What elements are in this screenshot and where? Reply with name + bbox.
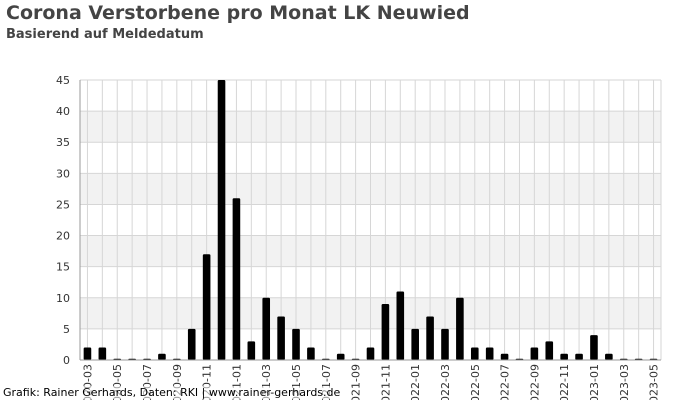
bar bbox=[187, 328, 196, 360]
y-tick-label: 35 bbox=[56, 136, 70, 149]
bar bbox=[590, 335, 598, 360]
bar bbox=[605, 353, 613, 360]
gridlines bbox=[80, 79, 662, 361]
bar bbox=[158, 353, 166, 360]
chart-title: Corona Verstorbene pro Monat LK Neuwied bbox=[6, 2, 470, 24]
x-tick-label: 2022-07 bbox=[499, 364, 512, 400]
y-tick-label: 25 bbox=[56, 198, 70, 211]
bar bbox=[262, 297, 271, 360]
bar bbox=[247, 341, 256, 360]
bar bbox=[217, 80, 226, 360]
y-tick-label: 5 bbox=[63, 323, 70, 336]
y-tick-label: 0 bbox=[63, 354, 70, 367]
bar bbox=[470, 347, 479, 360]
bar bbox=[441, 328, 449, 360]
bar bbox=[560, 353, 568, 360]
bar bbox=[485, 347, 494, 360]
bar bbox=[98, 347, 107, 360]
bar bbox=[545, 341, 554, 360]
x-tick-label: 2022-09 bbox=[528, 364, 541, 400]
bar bbox=[366, 347, 375, 360]
y-tick-label: 45 bbox=[56, 74, 70, 87]
bars bbox=[83, 80, 658, 360]
credit-footer: Grafik: Rainer Gerhards, Daten: RKI | ww… bbox=[3, 386, 341, 399]
bar bbox=[292, 328, 300, 360]
x-tick-label: 2023-05 bbox=[648, 364, 661, 400]
x-tick-label: 2021-09 bbox=[350, 364, 363, 400]
bar bbox=[307, 347, 315, 360]
x-tick-label: 2021-11 bbox=[379, 364, 392, 400]
chart-subtitle: Basierend auf Meldedatum bbox=[6, 27, 204, 42]
y-tick-label: 15 bbox=[56, 261, 70, 274]
bar bbox=[381, 304, 390, 360]
x-tick-label: 2022-03 bbox=[439, 364, 452, 400]
y-tick-label: 40 bbox=[56, 105, 70, 118]
x-tick-label: 2023-01 bbox=[588, 364, 601, 400]
bar bbox=[277, 316, 285, 360]
y-tick-label: 20 bbox=[56, 230, 70, 243]
bar bbox=[456, 297, 464, 360]
bar bbox=[232, 198, 241, 360]
bar bbox=[426, 316, 434, 360]
y-axis: 0 5 10 15 20 25 30 35 40 45 bbox=[56, 74, 81, 367]
bar bbox=[83, 347, 92, 360]
x-tick-label: 2022-11 bbox=[558, 364, 571, 400]
bar bbox=[396, 291, 405, 360]
x-tick-label: 2023-03 bbox=[618, 364, 631, 400]
bar bbox=[575, 353, 583, 360]
bar bbox=[411, 328, 419, 360]
x-tick-label: 2022-05 bbox=[469, 364, 482, 400]
bar bbox=[530, 347, 539, 360]
y-tick-label: 30 bbox=[56, 167, 70, 180]
bar bbox=[500, 353, 509, 360]
x-tick-label: 2022-01 bbox=[409, 364, 422, 400]
y-tick-label: 10 bbox=[56, 292, 70, 305]
bar bbox=[336, 353, 345, 360]
bar bbox=[202, 254, 211, 360]
